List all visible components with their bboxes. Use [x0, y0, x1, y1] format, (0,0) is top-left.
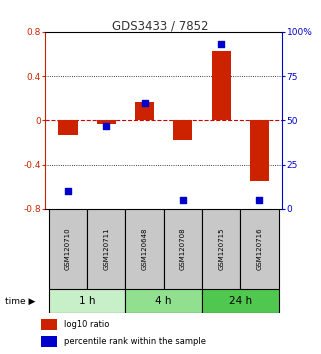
Bar	[240, 209, 279, 289]
Bar	[202, 289, 279, 313]
Text: 24 h: 24 h	[229, 296, 252, 306]
Text: log10 ratio: log10 ratio	[65, 320, 110, 329]
Bar	[49, 209, 87, 289]
Bar	[126, 289, 202, 313]
Point	[104, 123, 109, 129]
Text: 4 h: 4 h	[155, 296, 172, 306]
Bar	[250, 120, 269, 181]
Bar	[49, 289, 126, 313]
Bar	[87, 209, 126, 289]
Bar	[58, 120, 77, 135]
Bar	[202, 209, 240, 289]
Bar	[41, 319, 57, 330]
Point	[257, 197, 262, 203]
Text: GSM120708: GSM120708	[180, 227, 186, 270]
Bar	[164, 209, 202, 289]
Text: time ▶: time ▶	[5, 297, 35, 306]
Bar	[97, 120, 116, 124]
Point	[142, 100, 147, 105]
Text: percentile rank within the sample: percentile rank within the sample	[65, 337, 206, 346]
Text: GSM120715: GSM120715	[218, 227, 224, 270]
Text: 1 h: 1 h	[79, 296, 95, 306]
Text: GSM120711: GSM120711	[103, 227, 109, 270]
Bar	[212, 51, 231, 120]
Text: GSM120716: GSM120716	[256, 227, 263, 270]
Point	[219, 41, 224, 47]
Text: GDS3433 / 7852: GDS3433 / 7852	[112, 19, 209, 33]
Bar	[173, 120, 193, 140]
Bar	[126, 209, 164, 289]
Bar	[135, 102, 154, 120]
Text: GSM120710: GSM120710	[65, 227, 71, 270]
Point	[65, 188, 71, 194]
Bar	[41, 336, 57, 347]
Text: GSM120648: GSM120648	[142, 227, 148, 270]
Point	[180, 197, 186, 203]
